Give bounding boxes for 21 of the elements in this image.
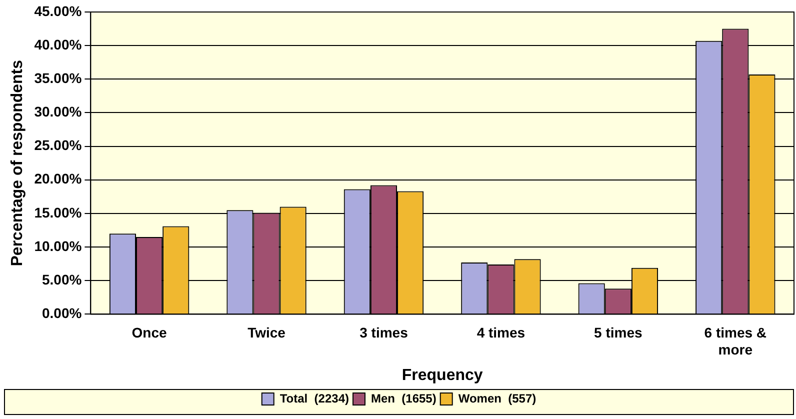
x-tick-label: Once — [132, 324, 168, 340]
y-tick-label: 40.00% — [34, 36, 82, 52]
x-tick-label: Twice — [248, 324, 286, 340]
y-tick-label: 35.00% — [34, 70, 82, 86]
y-tick-label: 5.00% — [42, 271, 82, 288]
y-tick-label: 25.00% — [34, 137, 82, 154]
y-axis-title: Percentage of respondents — [9, 60, 26, 266]
legend-label: Total (2234) — [280, 391, 349, 406]
y-tick-label: 15.00% — [34, 204, 82, 220]
y-tick-label: 30.00% — [34, 104, 82, 120]
x-tick-label: 5 times — [594, 324, 643, 340]
x-axis-title: Frequency — [402, 366, 483, 384]
x-tick-label: 6 times & more — [704, 324, 767, 358]
y-tick-label: 20.00% — [34, 170, 82, 187]
x-tick-label: 4 times — [476, 324, 526, 340]
legend-label: Men (1655) — [370, 391, 436, 406]
y-tick-label: 10.00% — [34, 238, 82, 254]
x-tick-label: 3 times — [360, 324, 408, 340]
y-tick-label: 45.00% — [34, 2, 82, 19]
legend-label: Women (557) — [458, 391, 536, 406]
y-tick-label: 0.00% — [42, 305, 82, 322]
